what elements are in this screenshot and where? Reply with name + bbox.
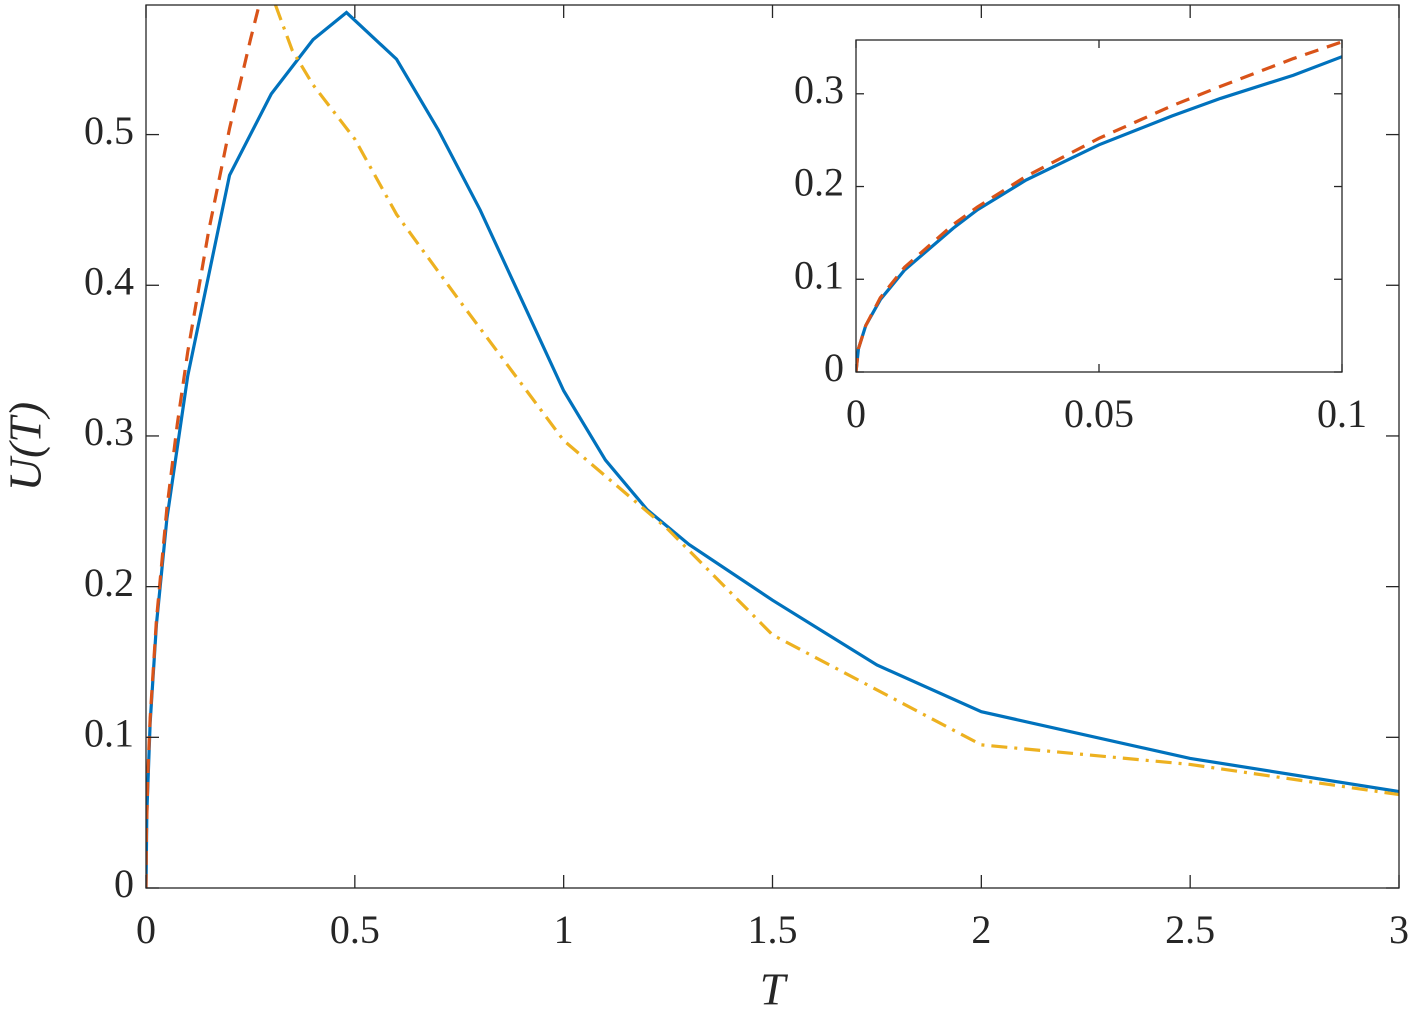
y-tick-label: 0.3 bbox=[794, 67, 844, 112]
x-tick-label: 0.05 bbox=[1064, 391, 1134, 436]
x-tick-label: 1 bbox=[554, 907, 574, 952]
x-tick-label: 0.5 bbox=[330, 907, 380, 952]
y-tick-label: 0.1 bbox=[794, 252, 844, 297]
x-tick-label: 2 bbox=[971, 907, 991, 952]
y-tick-label: 0.1 bbox=[84, 710, 134, 755]
y-tick-label: 0.2 bbox=[84, 560, 134, 605]
y-tick-label: 0.4 bbox=[84, 258, 134, 303]
x-tick-label: 2.5 bbox=[1165, 907, 1215, 952]
x-axis-label: T bbox=[760, 964, 789, 1015]
y-axis-label: U(T) bbox=[0, 402, 51, 491]
data-line bbox=[856, 40, 1342, 372]
x-tick-label: 0 bbox=[846, 391, 866, 436]
x-tick-label: 1.5 bbox=[748, 907, 798, 952]
x-tick-label: 0.1 bbox=[1317, 391, 1367, 436]
data-line bbox=[273, 5, 1399, 797]
data-line bbox=[146, 6, 261, 888]
y-tick-label: 0 bbox=[114, 861, 134, 906]
plot-area bbox=[856, 40, 1342, 372]
y-tick-label: 0.3 bbox=[84, 409, 134, 454]
x-tick-label: 3 bbox=[1389, 907, 1409, 952]
y-tick-label: 0 bbox=[824, 345, 844, 390]
x-tick-label: 0 bbox=[136, 907, 156, 952]
y-tick-label: 0.5 bbox=[84, 108, 134, 153]
y-tick-label: 0.2 bbox=[794, 160, 844, 205]
